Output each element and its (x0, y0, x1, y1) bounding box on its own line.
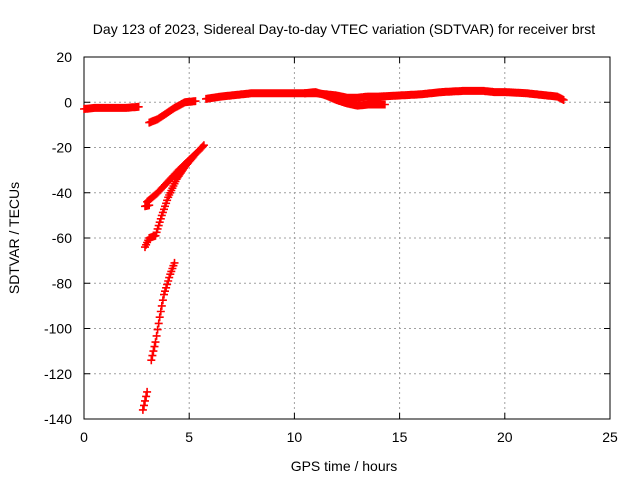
y-tick-label: -140 (44, 411, 72, 427)
y-tick-label: -120 (44, 366, 72, 382)
x-tick-label: 10 (287, 429, 303, 445)
axis-ticks: 0 5 10 15 20 25 -140 -120 -100 -80 -60 -40 -20 0 20 (44, 49, 618, 445)
data-series (80, 86, 568, 414)
y-tick-label: 20 (56, 49, 72, 65)
y-tick-label: -60 (52, 230, 72, 246)
y-tick-label: -100 (44, 321, 72, 337)
data-point-track (138, 387, 152, 414)
data-point-track (147, 258, 179, 365)
y-tick-label: -20 (52, 140, 72, 156)
data-point-track (80, 102, 143, 113)
data-point-track (141, 152, 198, 252)
y-tick-label: -40 (52, 185, 72, 201)
data-point-track (202, 89, 309, 103)
y-tick-label: -80 (52, 275, 72, 291)
x-tick-label: 25 (602, 429, 618, 445)
data-point-track (300, 86, 568, 104)
x-tick-label: 5 (185, 429, 193, 445)
x-tick-label: 0 (80, 429, 88, 445)
x-tick-label: 15 (392, 429, 408, 445)
y-tick-label: 0 (64, 94, 72, 110)
y-axis-title: SDTVAR / TECUs (6, 182, 22, 294)
grid-lines (84, 57, 610, 419)
x-axis-title: GPS time / hours (291, 458, 398, 474)
data-point-track (141, 201, 154, 211)
chart-title: Day 123 of 2023, Sidereal Day-to-day VTE… (93, 21, 595, 37)
x-tick-label: 20 (497, 429, 513, 445)
data-point-track (145, 97, 200, 127)
